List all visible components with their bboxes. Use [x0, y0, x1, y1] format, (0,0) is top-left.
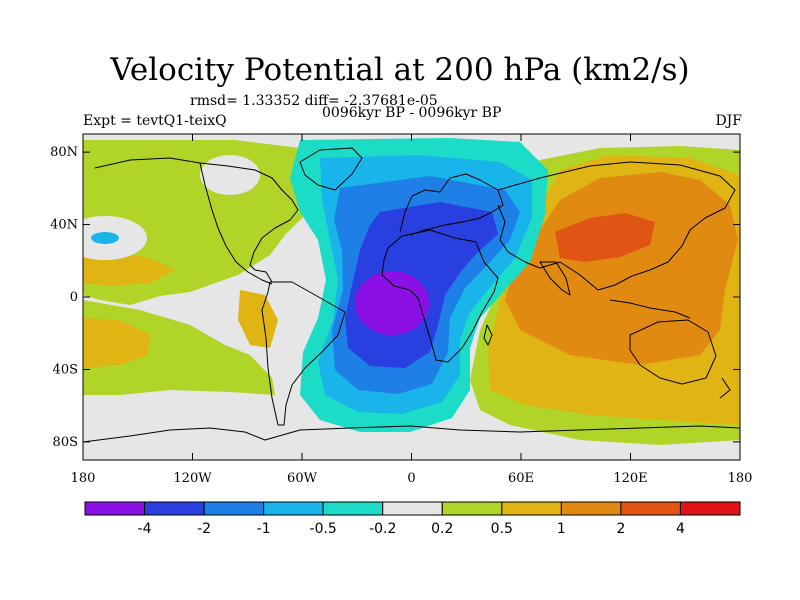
coast-north-america-west [199, 162, 273, 285]
colorbar-label: 4 [676, 521, 685, 537]
lat-tick-label: 80S [53, 435, 78, 450]
colorbar: -4 -2 -1 -0.5 -0.2 0.2 0.5 1 2 4 [84, 501, 741, 537]
contour-pacific-orange [83, 252, 175, 286]
contour-andes-orange [238, 290, 278, 348]
coast-antarctica [83, 425, 740, 443]
colorbar-swatch [441, 501, 503, 516]
colorbar-label: 1 [557, 521, 566, 537]
colorbar-label: 0.5 [491, 521, 513, 537]
colorbar-swatch [322, 501, 384, 516]
colorbar-label: -4 [138, 521, 152, 537]
colorbar-label: -2 [197, 521, 211, 537]
coast-greenland [299, 147, 363, 191]
coastlines [83, 147, 740, 443]
lon-tick-label: 60W [287, 471, 318, 486]
colorbar-label: 0.2 [431, 521, 453, 537]
contour-neg-4 [355, 271, 429, 335]
season-label: DJF [715, 113, 742, 129]
coast-australia [629, 319, 717, 385]
colorbar-swatch [501, 501, 562, 516]
contour-asia-high [505, 172, 738, 365]
colorbar-swatch [560, 501, 622, 516]
latitude-axis: 80N 40N 0 40S 80S [50, 145, 740, 450]
lon-tick-label: 120W [173, 471, 212, 486]
coast-africa [381, 229, 499, 363]
colorbar-swatch [679, 501, 741, 516]
experiment-label: Expt = tevtQ1-teixQ [83, 113, 227, 129]
colorbar-label: -0.2 [369, 521, 396, 537]
colorbar-swatch [263, 501, 324, 516]
coast-india [539, 261, 571, 296]
lat-tick-label: 40N [50, 218, 78, 233]
colorbar-swatch [203, 501, 265, 516]
lon-tick-label: 0 [407, 471, 415, 486]
colorbar-label: 2 [616, 521, 625, 537]
longitude-axis: 180 120W 60W 0 60E 120E 180 [71, 134, 753, 486]
contour-south-pacific [83, 300, 275, 395]
period-label: 0096kyr BP - 0096kyr BP [322, 105, 502, 121]
colorbar-swatch [620, 501, 681, 516]
lon-tick-label: 180 [71, 471, 96, 486]
contour-pacific-ne [200, 155, 260, 195]
contour-asia-core [555, 213, 655, 262]
coast-new-zealand [719, 377, 731, 399]
coast-europe [399, 173, 504, 236]
lon-tick-label: 60E [508, 471, 534, 486]
coast-madagascar [483, 324, 493, 346]
map-title: Velocity Potential at 200 hPa (km2/s) [110, 52, 690, 88]
colorbar-swatch [382, 501, 443, 516]
contour-pacific-lowcore [91, 232, 119, 244]
contour-field [83, 134, 740, 460]
contour-south-orange [83, 318, 150, 368]
colorbar-swatch [144, 501, 205, 516]
lon-tick-label: 180 [728, 471, 753, 486]
coast-north-america [94, 157, 299, 283]
colorbar-label: -0.5 [310, 521, 337, 537]
colorbar-label: -1 [257, 521, 271, 537]
colorbar-swatch [84, 501, 146, 516]
coast-south-america [261, 281, 346, 426]
lat-tick-label: 40S [53, 362, 78, 377]
lat-tick-label: 0 [70, 290, 78, 305]
lat-tick-label: 80N [50, 145, 78, 160]
lon-tick-label: 120E [613, 471, 647, 486]
coast-indonesia [609, 299, 691, 319]
coast-asia [497, 161, 736, 291]
stats-label: rmsd= 1.33352 diff= -2.37681e-05 [190, 93, 438, 109]
